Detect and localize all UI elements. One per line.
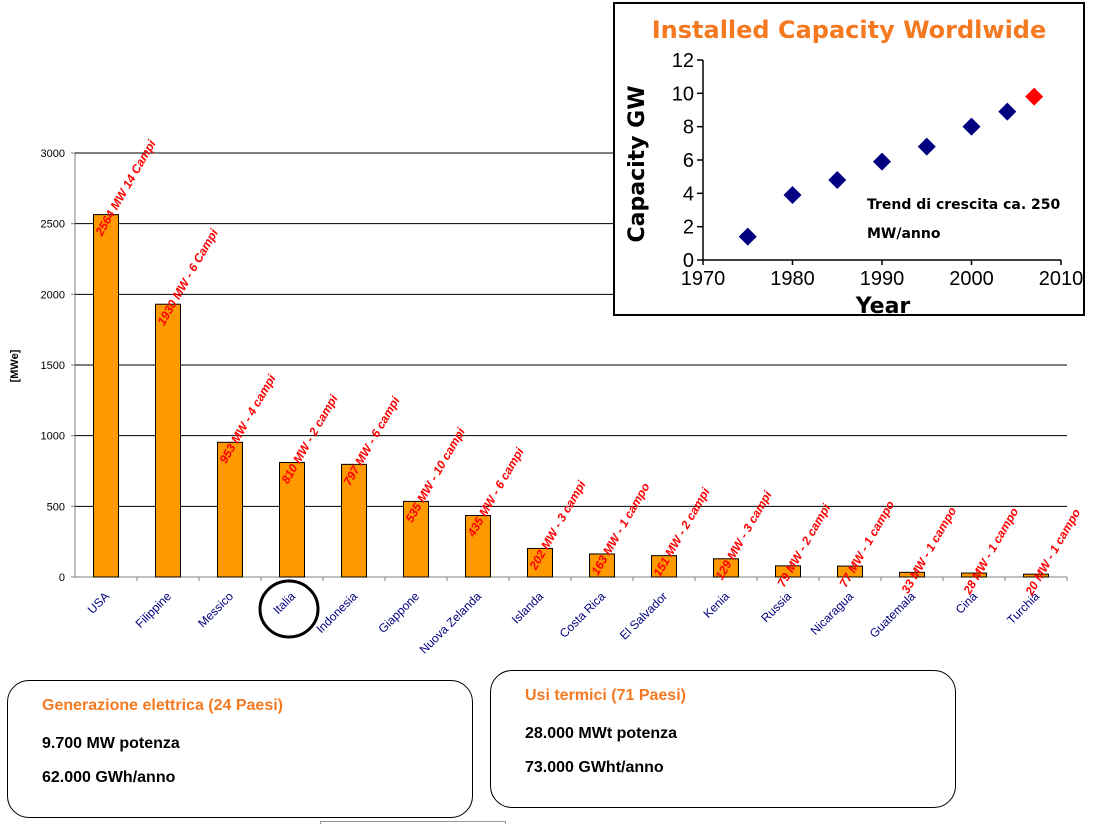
bar-russia [775,565,801,578]
y-tick-label: 1000 [41,431,65,443]
scatter-point [873,152,891,171]
category-label: Filippine [133,589,175,631]
inset-y-tick-label: 12 [672,50,694,72]
inset-y-tick-label: 4 [683,183,694,205]
bar-filippine [155,303,181,578]
italia-highlight-circle [258,579,320,639]
category-label: Islanda [509,589,546,626]
category-label: Nicaragua [808,589,857,638]
trend-annotation-line1: Trend di crescita ca. 250 [867,197,1061,213]
y-tick-label: 2000 [41,289,65,301]
inset-y-tick-label: 2 [683,217,694,239]
bar-nuova-zelanda [465,515,491,578]
scatter-point [738,227,757,246]
inset-x-axis-label: Year [855,294,911,314]
scatter-point [917,137,936,156]
y-tick-label: 500 [47,501,65,513]
category-label: Russia [758,589,794,625]
y-axis-label: [MWe] [9,349,21,382]
thermal-energy-value: 73.000 GWht/anno [525,759,664,776]
bar-costa-rica [589,553,615,578]
scatter-point [962,117,981,136]
scatter-point [828,171,847,189]
inset-chart-title: Installed Capacity Wordlwide [651,16,1047,44]
y-tick-label: 2500 [41,219,65,231]
category-label: Costa Rica [557,589,609,641]
category-label: El Salvador [617,589,670,642]
bar-cina [961,572,987,578]
category-label: Guatemala [867,589,919,641]
inset-x-tick-label: 2010 [1039,268,1083,290]
category-label: Italia [270,589,298,617]
y-tick-label: 3000 [41,148,65,160]
data-label: 163 MW - 1 campo [588,480,652,577]
electric-generation-title: Generazione elettrica (24 Paesi) [42,697,283,714]
data-label: 797 MW - 6 campi [340,394,402,488]
trend-annotation-line2: MW/anno [867,226,941,242]
y-tick-label: 0 [59,572,65,584]
scatter-point [998,102,1017,121]
inset-x-tick-label: 2000 [949,268,994,290]
data-label: 953 MW - 4 campi [216,372,278,466]
thermal-uses-box: Usi termici (71 Paesi) 28.000 MWt potenz… [490,670,956,808]
data-label: 33 MW - 1 campo [898,505,959,596]
bar-islanda [527,547,553,578]
data-label: 202 MW - 3 campi [526,478,589,573]
data-label: 151 MW - 2 campi [650,485,712,579]
category-label: Nuova Zelanda [417,589,485,657]
bar-messico [217,441,243,578]
bar-kenia [713,558,739,578]
data-label: 1930 MW - 6 Campi [154,226,221,328]
inset-x-tick-label: 1990 [860,268,905,290]
data-label: 28 MW - 1 campo [960,505,1021,597]
category-label: Giappone [375,589,422,636]
footer-tab-outline [320,821,506,824]
category-label: Kenia [701,589,733,621]
data-label: 535 MW - 10 campi [402,425,468,525]
category-label: Turchia [1004,589,1042,627]
bar-indonesia [341,463,367,578]
bar-el-salvador [651,555,677,578]
scatter-chart: 0 2 4 6 8 10 12 1970 1980 1990 2000 2010 Capacity … [625,50,1083,314]
inset-y-axis-label: Capacity GW [625,85,650,242]
data-label: 129 MW - 3 campi [712,488,774,582]
inset-y-tick-label: 0 [683,250,694,272]
bar-giappone [403,500,429,578]
data-label: 20 MW - 1 campo [1022,506,1083,598]
scatter-point [783,186,802,204]
y-tick-label: 1500 [41,360,65,372]
inset-x-tick-label: 1980 [770,268,815,290]
bar-nicaragua [837,565,863,578]
category-label: Messico [195,589,236,630]
scatter-point [1025,87,1044,106]
electric-generation-box: Generazione elettrica (24 Paesi) 9.700 M… [7,680,473,818]
bar-italia [279,462,305,578]
inset-chart-panel: 0 2 4 6 8 10 12 1970 1980 1990 2000 2010 Capacity … [613,2,1085,316]
category-label: Indonesia [313,589,360,636]
thermal-uses-title: Usi termici (71 Paesi) [525,687,686,704]
data-label: 810 MW - 2 campi [278,392,340,486]
bar-turchia [1023,573,1049,578]
inset-y-tick-label: 10 [672,83,694,105]
bar-guatemala [899,571,925,578]
inset-y-tick-label: 6 [683,150,694,172]
thermal-power-value: 28.000 MWt potenza [525,725,678,742]
bar-usa [93,214,119,578]
inset-y-tick-label: 8 [683,117,694,139]
data-label: 79 MW - 2 campi [774,501,833,589]
category-label: USA [85,589,112,616]
data-label: 77 MW - 1 campo [836,498,897,589]
inset-x-tick-label: 1970 [681,268,726,290]
electric-energy-value: 62.000 GWh/anno [42,769,176,786]
data-label: 435 MW - 6 campi [464,445,527,540]
electric-power-value: 9.700 MW potenza [42,735,180,752]
